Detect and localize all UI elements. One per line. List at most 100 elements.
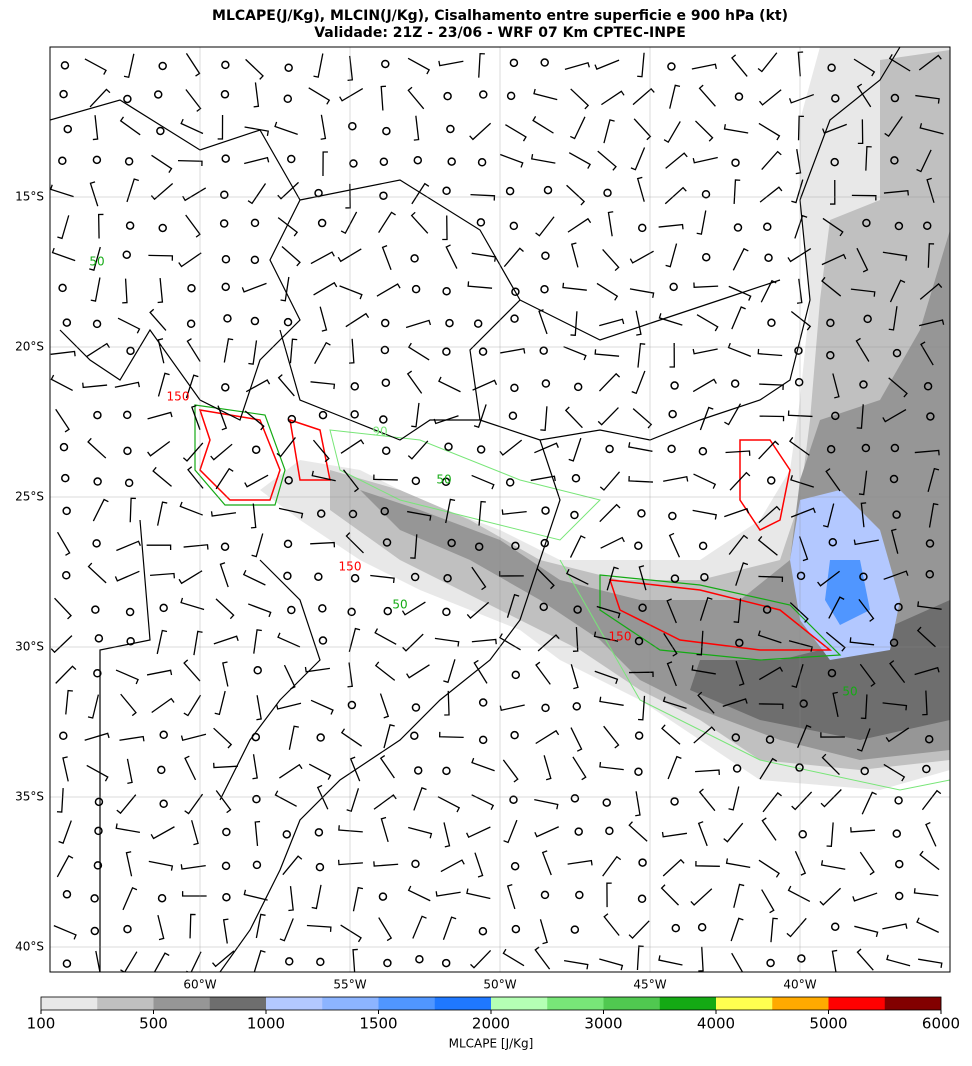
wind-barb bbox=[882, 251, 908, 261]
wind-barb bbox=[821, 276, 842, 297]
wind-barb bbox=[439, 731, 464, 739]
lat-label: 35°S bbox=[15, 790, 44, 804]
wind-barb bbox=[797, 51, 804, 77]
title-line: MLCAPE(J/Kg), MLCIN(J/Kg), Cisalhamento … bbox=[212, 8, 788, 24]
wind-barb bbox=[445, 498, 456, 524]
wind-barb bbox=[733, 598, 742, 623]
calm-marker bbox=[667, 62, 676, 71]
wind-barb bbox=[857, 119, 864, 145]
wind-barb bbox=[758, 666, 784, 681]
wind-barb bbox=[506, 883, 516, 910]
wind-barb bbox=[918, 958, 943, 968]
calm-marker bbox=[670, 797, 679, 806]
wind-barb bbox=[599, 503, 621, 523]
calm-marker bbox=[62, 959, 72, 968]
calm-marker bbox=[509, 58, 519, 68]
wind-barb bbox=[185, 53, 201, 77]
calm-marker bbox=[447, 538, 456, 548]
wind-barb bbox=[183, 694, 202, 717]
wind-barb bbox=[761, 817, 777, 841]
calm-marker bbox=[447, 157, 456, 166]
wind-barb bbox=[56, 531, 71, 556]
wind-barb bbox=[821, 253, 847, 266]
wind-barb bbox=[916, 149, 932, 173]
calm-marker bbox=[250, 316, 260, 326]
wind-barb bbox=[663, 633, 678, 657]
calm-marker bbox=[859, 380, 868, 389]
calm-marker bbox=[410, 731, 419, 740]
wind-barb bbox=[114, 570, 140, 582]
wind-barb bbox=[691, 63, 717, 70]
calm-marker bbox=[508, 411, 518, 421]
wind-barb bbox=[151, 154, 173, 173]
wind-barb bbox=[888, 377, 908, 398]
wind-barb bbox=[628, 476, 653, 483]
wind-barb bbox=[348, 627, 361, 652]
calm-marker bbox=[287, 414, 297, 424]
wind-barb bbox=[757, 348, 783, 357]
wind-barb bbox=[380, 816, 389, 843]
wind-barb bbox=[213, 727, 233, 749]
wind-barb bbox=[473, 404, 487, 429]
calm-marker bbox=[730, 379, 740, 388]
wind-barb bbox=[474, 852, 484, 878]
calm-marker bbox=[124, 478, 134, 488]
wind-barb bbox=[245, 58, 264, 80]
wind-barb bbox=[86, 764, 109, 782]
wind-barb bbox=[920, 341, 934, 366]
calm-marker bbox=[443, 91, 452, 101]
wind-barb bbox=[665, 243, 678, 268]
calm-marker bbox=[863, 314, 872, 324]
calm-marker bbox=[411, 859, 420, 869]
calm-marker bbox=[476, 218, 486, 227]
wind-barb bbox=[445, 244, 458, 269]
calm-marker bbox=[477, 157, 487, 167]
wind-barb bbox=[628, 920, 650, 939]
map-area bbox=[50, 47, 950, 972]
calm-marker bbox=[283, 571, 292, 581]
wind-barb bbox=[759, 415, 785, 422]
wind-barb bbox=[635, 791, 641, 817]
wind-barb bbox=[601, 90, 625, 106]
wind-barb bbox=[667, 755, 682, 780]
wind-barb bbox=[699, 406, 714, 431]
wind-barb bbox=[724, 403, 742, 426]
wind-barb bbox=[567, 859, 593, 866]
wind-barb bbox=[92, 115, 99, 141]
wind-barb bbox=[340, 728, 363, 747]
colorbar-tick-label: 4000 bbox=[697, 1015, 735, 1033]
wind-barb bbox=[470, 949, 492, 969]
wind-barb bbox=[594, 349, 620, 357]
wind-barb bbox=[854, 925, 879, 938]
calm-marker bbox=[347, 607, 356, 617]
calm-marker bbox=[602, 798, 611, 807]
wind-barb bbox=[821, 753, 840, 776]
wind-barb bbox=[534, 826, 559, 838]
title-line: Validade: 21Z - 23/06 - WRF 07 Km CPTEC-… bbox=[314, 25, 686, 41]
calm-marker bbox=[924, 734, 934, 744]
wind-barb bbox=[666, 598, 677, 624]
wind-barb bbox=[884, 116, 903, 138]
wind-barb bbox=[435, 891, 461, 897]
calm-marker bbox=[90, 926, 100, 936]
calm-marker bbox=[798, 830, 807, 839]
calm-marker bbox=[572, 702, 581, 711]
wind-barb bbox=[633, 118, 652, 141]
wind-barb bbox=[277, 632, 301, 648]
wind-barb bbox=[919, 850, 940, 871]
calm-marker bbox=[574, 827, 583, 836]
calm-marker bbox=[382, 126, 391, 136]
lat-label: 20°S bbox=[15, 340, 44, 354]
calm-marker bbox=[252, 794, 261, 804]
wind-barb bbox=[153, 952, 170, 972]
wind-barb bbox=[791, 791, 813, 811]
wind-barb bbox=[535, 216, 555, 237]
calm-marker bbox=[382, 538, 392, 547]
calm-marker bbox=[794, 377, 804, 387]
calm-marker bbox=[125, 607, 135, 617]
wind-barb bbox=[413, 115, 420, 141]
calm-marker bbox=[826, 351, 835, 360]
wind-barb bbox=[500, 348, 526, 354]
wind-barb bbox=[471, 757, 495, 772]
calm-marker bbox=[316, 509, 326, 518]
